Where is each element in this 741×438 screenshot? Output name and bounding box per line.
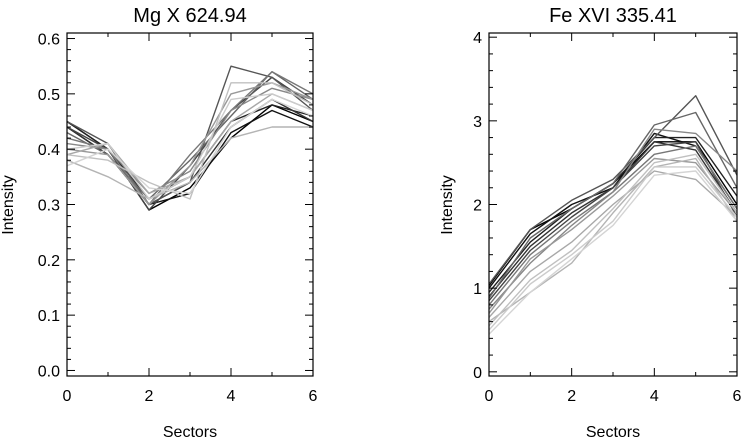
y-tick-label: 0.3 [38, 198, 60, 215]
x-axis: 0 2 4 6 [63, 33, 318, 405]
y-tick-label: 4 [473, 30, 482, 47]
y-axis: 0.0 0.1 0.2 0.3 0.4 0.5 0.6 [38, 32, 313, 380]
series-line-9 [488, 128, 738, 310]
y-tick-label: 0.5 [38, 87, 60, 104]
series-group [488, 94, 738, 335]
x-tick-label: 4 [650, 388, 659, 405]
y-tick-label: 3 [473, 114, 482, 131]
series-line-15 [66, 98, 314, 195]
panel-mg-x: Mg X 624.94 Sectors Intensity 0 2 4 6 0.0 0.1… [0, 5, 318, 438]
x-tick-label: 2 [567, 388, 576, 405]
x-tick-label: 6 [309, 388, 318, 405]
series-line-10 [488, 157, 738, 314]
x-tick-label: 6 [733, 388, 741, 405]
y-axis-label: Intensity [439, 175, 456, 235]
y-axis-label: Intensity [0, 175, 17, 235]
y-tick-label: 0 [473, 365, 482, 382]
series-line-14 [66, 93, 314, 200]
y-tick-label: 0.0 [38, 363, 60, 380]
x-axis-label: Sectors [586, 424, 640, 438]
y-tick-label: 2 [473, 198, 482, 215]
y-tick-label: 0.4 [38, 142, 60, 159]
series-line-12 [66, 126, 313, 200]
series-line-6 [66, 65, 314, 206]
series-line-7 [66, 70, 314, 200]
y-tick-label: 0.2 [38, 253, 60, 270]
series-line-13 [488, 153, 738, 327]
panel-fe-xvi: Fe XVI 335.41 Sectors Intensity 0 2 4 6 0 1 2 3… [439, 5, 741, 438]
x-tick-label: 4 [227, 388, 236, 405]
series-line-7 [488, 111, 738, 299]
series-line-13 [66, 82, 314, 200]
x-tick-label: 0 [485, 388, 494, 405]
series-line-6 [488, 94, 738, 285]
series-line-5 [488, 141, 738, 302]
series-line-14 [488, 166, 738, 331]
series-line-1 [66, 104, 314, 211]
y-tick-label: 0.6 [38, 32, 60, 49]
series-group [66, 65, 314, 211]
series-line-11 [488, 170, 738, 318]
chart-title: Fe XVI 335.41 [549, 5, 677, 27]
x-axis-label: Sectors [163, 424, 217, 438]
x-tick-label: 2 [145, 388, 154, 405]
series-line-15 [488, 170, 738, 335]
series-line-8 [66, 70, 314, 206]
y-tick-label: 1 [473, 281, 482, 298]
y-tick-label: 0.1 [38, 308, 60, 325]
chart-title: Mg X 624.94 [133, 5, 246, 27]
x-tick-label: 0 [63, 388, 72, 405]
y-axis: 0 1 2 3 4 [473, 30, 737, 382]
series-line-2 [66, 109, 314, 206]
x-axis: 0 2 4 6 [485, 33, 741, 405]
